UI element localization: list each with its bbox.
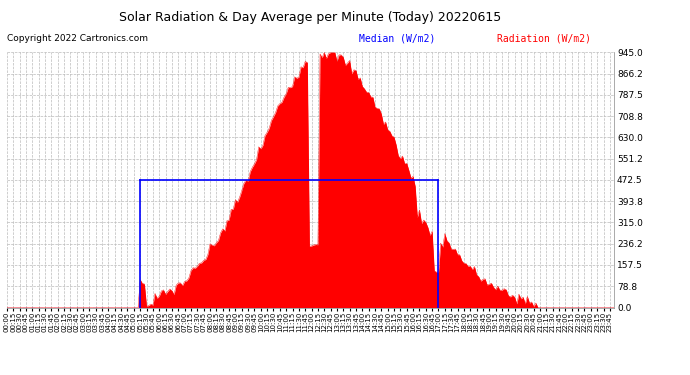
Text: Solar Radiation & Day Average per Minute (Today) 20220615: Solar Radiation & Day Average per Minute… bbox=[119, 11, 502, 24]
Text: Median (W/m2): Median (W/m2) bbox=[359, 34, 435, 44]
Text: Copyright 2022 Cartronics.com: Copyright 2022 Cartronics.com bbox=[7, 34, 148, 43]
Text: Radiation (W/m2): Radiation (W/m2) bbox=[497, 34, 591, 44]
